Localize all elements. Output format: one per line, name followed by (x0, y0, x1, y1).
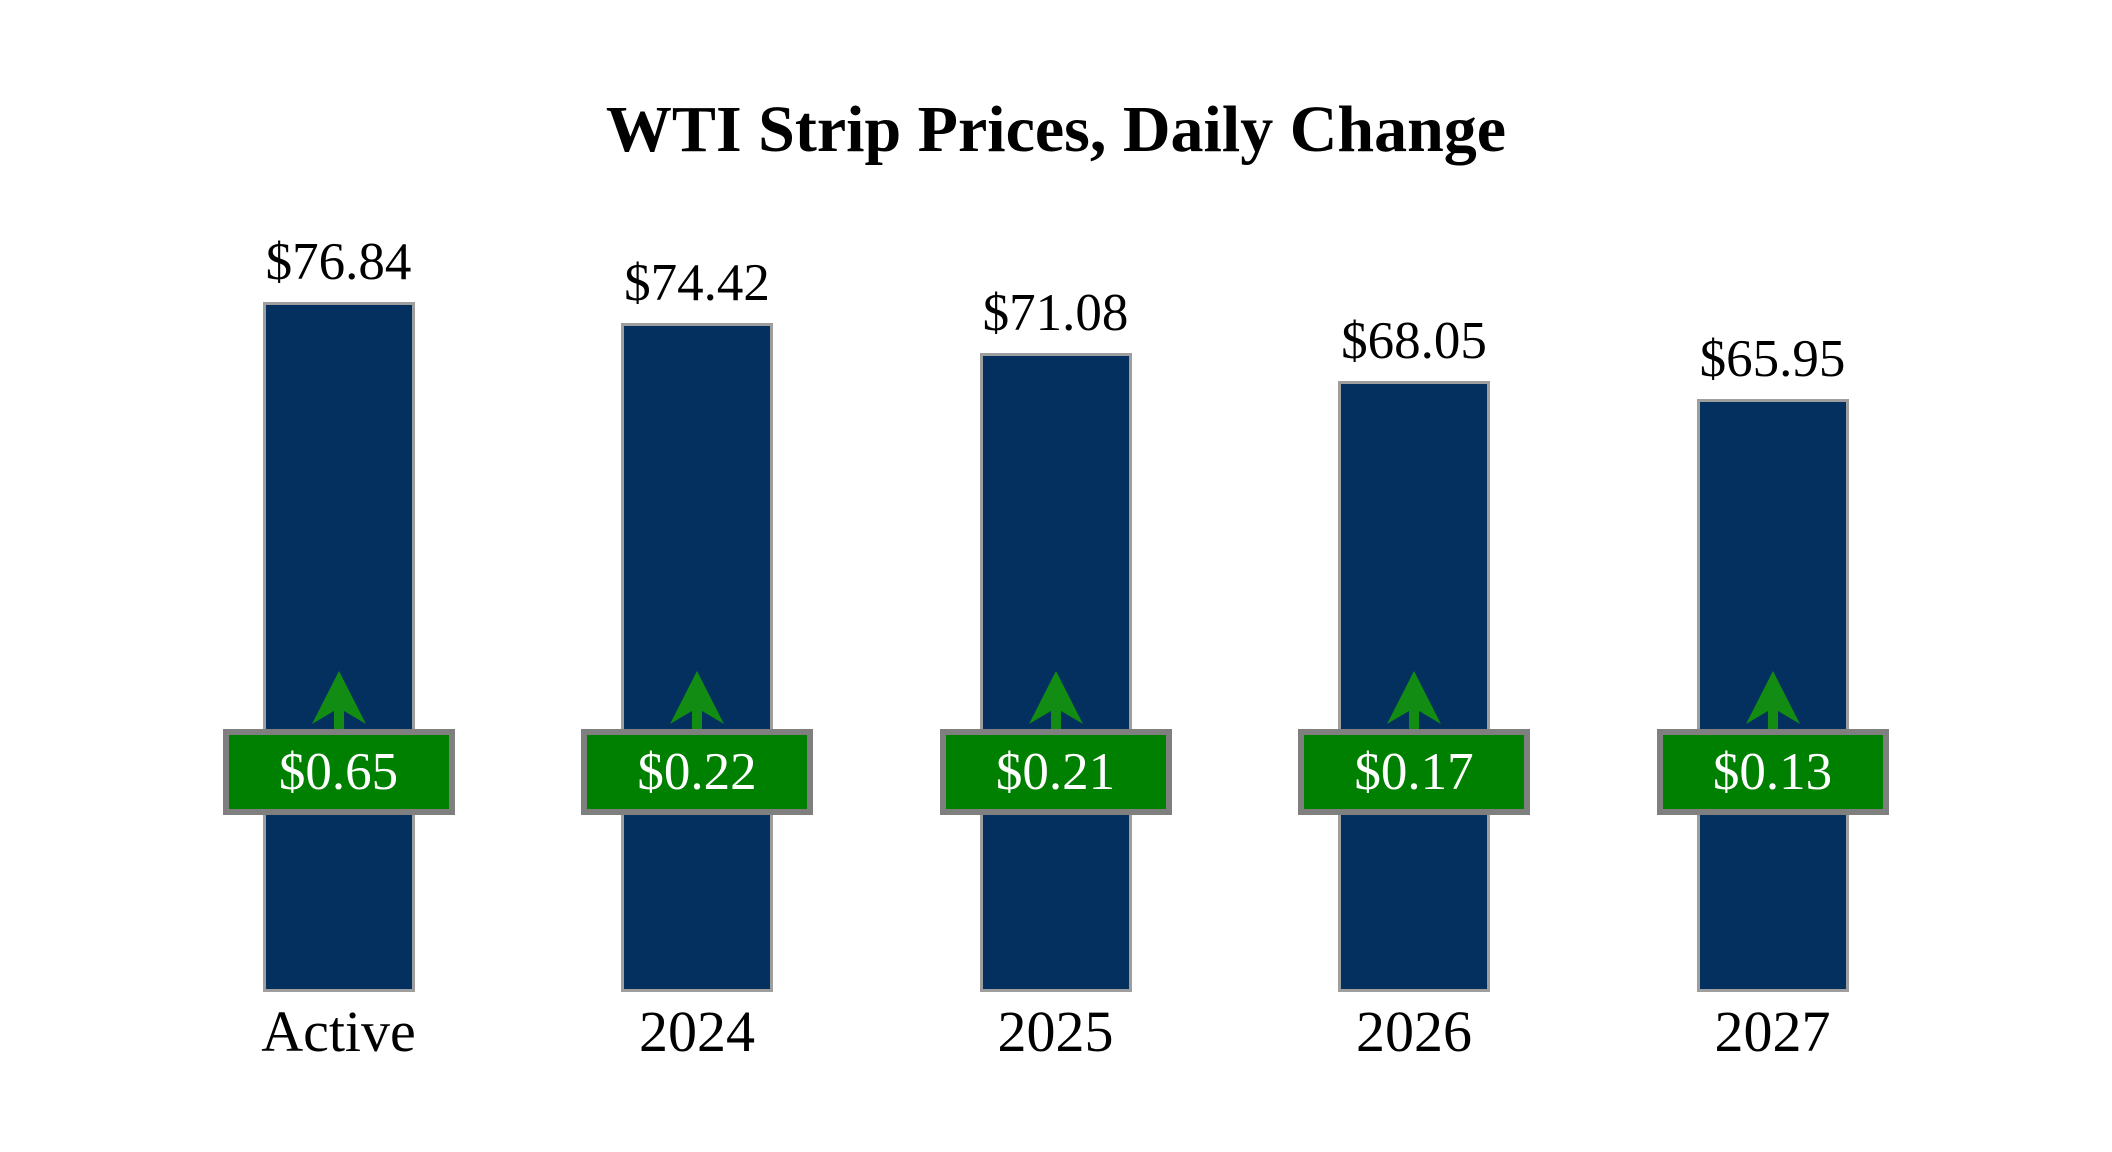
bar-group-2025: $71.08 $0.21 2025 (936, 0, 1176, 1152)
bar-value-label: $76.84 (265, 233, 412, 291)
daily-change-value: $0.22 (637, 743, 757, 801)
category-label: 2025 (997, 999, 1114, 1064)
up-arrow-icon (1028, 671, 1083, 730)
bar (621, 323, 773, 992)
category-label: 2026 (1356, 999, 1472, 1064)
category-label: 2024 (639, 999, 755, 1064)
daily-change-value: $0.21 (995, 743, 1116, 801)
up-arrow-icon (670, 671, 724, 730)
daily-change-value: $0.17 (1354, 743, 1474, 801)
category-label: 2027 (1714, 999, 1831, 1064)
daily-change-badge: $0.17 (1298, 729, 1530, 815)
daily-change-value: $0.13 (1712, 743, 1833, 801)
up-arrow-icon (1387, 671, 1441, 730)
bar-group-2026: $68.05 $0.17 2026 (1294, 0, 1534, 1152)
bar-value-label: $71.08 (982, 284, 1129, 342)
category-label: Active (261, 999, 416, 1064)
bar-value-label: $68.05 (1341, 312, 1487, 370)
up-arrow-icon (1745, 671, 1800, 730)
bar-value-label: $74.42 (624, 254, 770, 312)
bar (262, 302, 415, 992)
daily-change-badge: $0.21 (939, 729, 1172, 815)
bar-group-active: $76.84 $0.65 Active (219, 0, 459, 1152)
daily-change-badge: $0.13 (1656, 729, 1889, 815)
daily-change-value: $0.65 (278, 743, 399, 801)
up-arrow-icon (311, 671, 366, 730)
chart-title: WTI Strip Prices, Daily Change (605, 93, 1507, 166)
bar-group-2024: $74.42 $0.22 2024 (577, 0, 817, 1152)
bar-group-2027: $65.95 $0.13 2027 (1653, 0, 1893, 1152)
bar-value-label: $65.95 (1699, 330, 1846, 388)
daily-change-badge: $0.22 (581, 729, 813, 815)
daily-change-badge: $0.65 (222, 729, 455, 815)
